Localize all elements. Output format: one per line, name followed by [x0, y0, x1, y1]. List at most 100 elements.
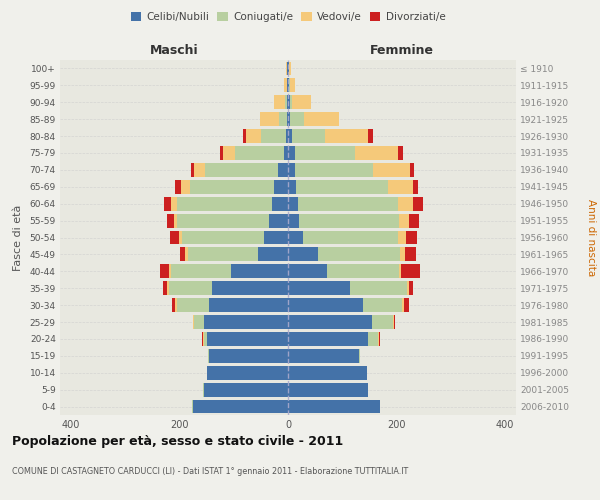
- Bar: [231, 264, 288, 278]
- Bar: [372, 315, 393, 329]
- Bar: [204, 382, 288, 396]
- Bar: [288, 62, 289, 76]
- Bar: [191, 163, 194, 177]
- Bar: [284, 78, 287, 92]
- Bar: [190, 180, 274, 194]
- Bar: [193, 315, 194, 329]
- Bar: [206, 332, 288, 346]
- Bar: [209, 298, 288, 312]
- Bar: [177, 214, 269, 228]
- Bar: [194, 163, 205, 177]
- Bar: [167, 214, 174, 228]
- Bar: [258, 248, 288, 262]
- Bar: [175, 298, 177, 312]
- Bar: [204, 332, 206, 346]
- Bar: [246, 129, 262, 143]
- Bar: [180, 248, 185, 262]
- Bar: [355, 146, 398, 160]
- Bar: [163, 282, 167, 295]
- Bar: [212, 282, 288, 295]
- Bar: [288, 382, 368, 396]
- Bar: [262, 129, 286, 143]
- Bar: [223, 146, 235, 160]
- Bar: [413, 197, 423, 210]
- Bar: [292, 129, 325, 143]
- Bar: [288, 230, 303, 244]
- Bar: [204, 315, 288, 329]
- Bar: [304, 112, 339, 126]
- Bar: [279, 112, 287, 126]
- Bar: [298, 197, 398, 210]
- Bar: [402, 298, 404, 312]
- Bar: [177, 197, 272, 210]
- Bar: [208, 349, 209, 363]
- Bar: [177, 298, 209, 312]
- Text: Maschi: Maschi: [149, 44, 199, 57]
- Bar: [209, 349, 288, 363]
- Bar: [379, 332, 380, 346]
- Legend: Celibi/Nubili, Coniugati/e, Vedovi/e, Divorziati/e: Celibi/Nubili, Coniugati/e, Vedovi/e, Di…: [127, 8, 449, 26]
- Bar: [296, 180, 388, 194]
- Bar: [318, 248, 400, 262]
- Bar: [171, 264, 231, 278]
- Bar: [269, 214, 288, 228]
- Text: COMUNE DI CASTAGNETO CARDUCCI (LI) - Dati ISTAT 1° gennaio 2011 - Elaborazione T: COMUNE DI CASTAGNETO CARDUCCI (LI) - Dat…: [12, 468, 408, 476]
- Bar: [288, 163, 295, 177]
- Bar: [404, 298, 409, 312]
- Bar: [299, 214, 399, 228]
- Bar: [272, 197, 288, 210]
- Bar: [288, 78, 289, 92]
- Bar: [181, 180, 190, 194]
- Bar: [182, 230, 263, 244]
- Bar: [205, 163, 278, 177]
- Bar: [285, 96, 287, 109]
- Bar: [288, 332, 368, 346]
- Bar: [288, 264, 327, 278]
- Bar: [303, 230, 398, 244]
- Bar: [274, 96, 285, 109]
- Bar: [289, 62, 291, 76]
- Bar: [373, 163, 410, 177]
- Y-axis label: Fasce di età: Fasce di età: [13, 204, 23, 270]
- Bar: [406, 230, 416, 244]
- Bar: [393, 315, 394, 329]
- Bar: [206, 366, 288, 380]
- Bar: [288, 129, 292, 143]
- Bar: [263, 230, 288, 244]
- Bar: [350, 282, 407, 295]
- Bar: [407, 282, 409, 295]
- Bar: [172, 298, 175, 312]
- Bar: [290, 78, 295, 92]
- Bar: [295, 146, 355, 160]
- Bar: [413, 180, 418, 194]
- Bar: [288, 298, 363, 312]
- Bar: [401, 264, 421, 278]
- Bar: [169, 264, 171, 278]
- Bar: [286, 62, 287, 76]
- Bar: [368, 332, 378, 346]
- Bar: [278, 163, 288, 177]
- Bar: [288, 282, 350, 295]
- Bar: [185, 248, 188, 262]
- Bar: [400, 248, 405, 262]
- Bar: [288, 248, 318, 262]
- Bar: [220, 146, 223, 160]
- Bar: [288, 180, 296, 194]
- Bar: [410, 163, 415, 177]
- Text: Popolazione per età, sesso e stato civile - 2011: Popolazione per età, sesso e stato civil…: [12, 435, 343, 448]
- Bar: [398, 230, 406, 244]
- Bar: [288, 197, 298, 210]
- Bar: [295, 163, 373, 177]
- Bar: [175, 180, 181, 194]
- Bar: [288, 400, 380, 413]
- Bar: [244, 129, 246, 143]
- Bar: [288, 315, 372, 329]
- Bar: [290, 96, 292, 109]
- Bar: [179, 230, 182, 244]
- Y-axis label: Anni di nascita: Anni di nascita: [586, 199, 596, 276]
- Bar: [409, 214, 419, 228]
- Bar: [409, 282, 413, 295]
- Bar: [167, 282, 169, 295]
- Bar: [288, 214, 299, 228]
- Bar: [288, 112, 290, 126]
